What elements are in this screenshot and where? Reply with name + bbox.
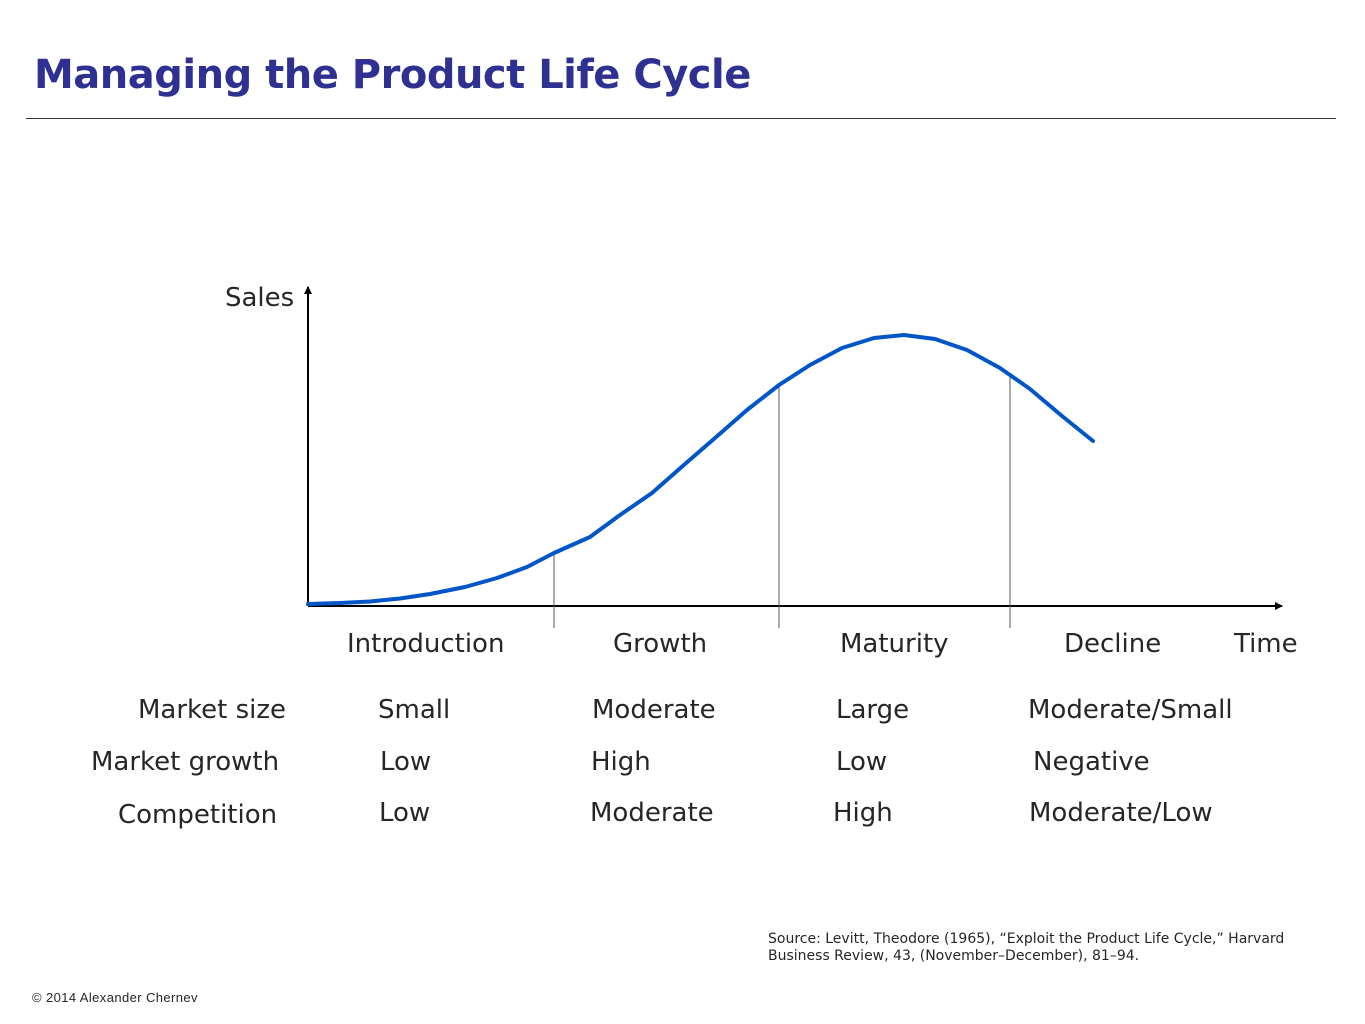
cell-market-size-growth: Moderate bbox=[592, 695, 716, 725]
cell-competition-introduction: Low bbox=[379, 798, 431, 828]
x-axis-label: Time bbox=[1234, 629, 1298, 659]
cell-market-growth-growth: High bbox=[591, 747, 651, 777]
cell-market-growth-introduction: Low bbox=[380, 747, 432, 777]
title-divider bbox=[26, 118, 1336, 119]
copyright-notice: © 2014 Alexander Chernev bbox=[32, 990, 198, 1005]
stage-label-maturity: Maturity bbox=[840, 629, 949, 659]
row-label-market-size: Market size bbox=[138, 695, 287, 725]
sales-curve bbox=[306, 333, 1095, 606]
cell-competition-maturity: High bbox=[833, 798, 893, 828]
cell-market-size-maturity: Large bbox=[836, 695, 910, 725]
row-label-market-growth: Market growth bbox=[91, 747, 280, 777]
cell-market-size-introduction: Small bbox=[378, 695, 451, 725]
cell-market-size-decline: Moderate/Small bbox=[1028, 695, 1233, 725]
cell-competition-growth: Moderate bbox=[590, 798, 714, 828]
cell-market-growth-maturity: Low bbox=[836, 747, 888, 777]
stage-label-introduction: Introduction bbox=[347, 629, 505, 659]
source-citation: Source: Levitt, Theodore (1965), “Exploi… bbox=[768, 931, 1285, 964]
stage-label-decline: Decline bbox=[1064, 629, 1162, 659]
cell-competition-decline: Moderate/Low bbox=[1029, 798, 1213, 828]
row-label-competition: Competition bbox=[118, 800, 278, 830]
page-title: Managing the Product Life Cycle bbox=[34, 52, 751, 98]
y-axis-label: Sales bbox=[225, 283, 295, 313]
cell-market-growth-decline: Negative bbox=[1033, 747, 1150, 777]
stage-label-growth: Growth bbox=[613, 629, 708, 659]
